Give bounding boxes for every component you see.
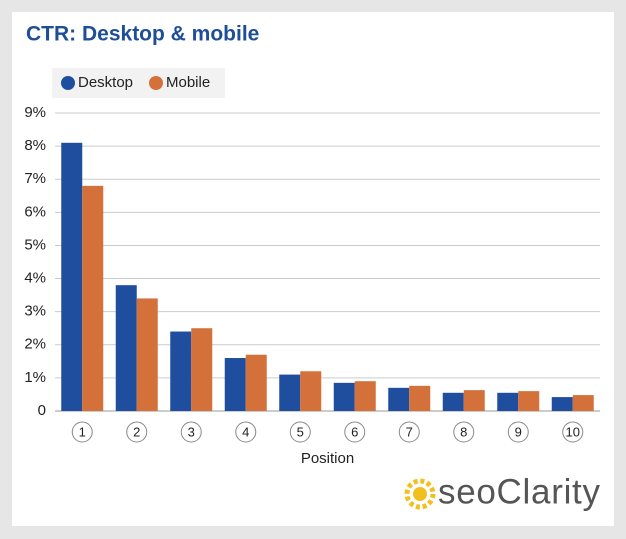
x-axis-label: Position (301, 450, 354, 467)
y-tick-label: 2% (24, 336, 46, 353)
y-tick-label: 7% (24, 170, 46, 187)
legend-box (52, 68, 225, 98)
x-tick-label: 9 (515, 424, 522, 439)
bar (245, 354, 267, 411)
bar (300, 371, 322, 411)
x-tick-circle (180, 421, 202, 443)
x-tick-circle (398, 421, 420, 443)
bar (518, 391, 540, 411)
legend-marker (149, 76, 163, 90)
x-tick-label: 1 (79, 424, 86, 439)
bar (82, 185, 104, 411)
x-tick-label: 10 (566, 424, 580, 439)
bar (463, 390, 485, 411)
bar (409, 385, 431, 411)
legend-label: Mobile (166, 74, 210, 91)
bar (388, 387, 410, 411)
legend-label: Desktop (78, 74, 133, 91)
y-tick-label: 9% (24, 104, 46, 121)
y-tick-label: 5% (24, 236, 46, 253)
y-tick-label: 0 (38, 402, 46, 419)
x-tick-circle (344, 421, 366, 443)
logo-icon (404, 478, 436, 510)
bar (191, 328, 213, 411)
x-tick-circle (235, 421, 257, 443)
x-tick-circle (562, 421, 584, 443)
bar (279, 374, 301, 411)
x-tick-circle (453, 421, 475, 443)
bar (170, 331, 192, 411)
x-tick-circle (126, 421, 148, 443)
x-tick-label: 3 (188, 424, 195, 439)
legend-marker (61, 76, 75, 90)
chart-title: CTR: Desktop & mobile (26, 23, 259, 46)
logo-sun (404, 478, 436, 510)
x-tick-label: 6 (351, 424, 358, 439)
x-tick-label: 8 (460, 424, 467, 439)
x-tick-circle (507, 421, 529, 443)
bar (136, 298, 158, 411)
x-tick-label: 7 (406, 424, 413, 439)
x-tick-label: 4 (242, 424, 249, 439)
bar (442, 392, 464, 411)
bar (61, 142, 83, 412)
logo-text: seoClarity (438, 472, 601, 511)
y-tick-label: 4% (24, 270, 46, 287)
y-tick-label: 1% (24, 369, 46, 386)
bar (115, 285, 137, 411)
bar (551, 397, 573, 411)
x-tick-circle (289, 421, 311, 443)
x-tick-label: 5 (297, 424, 304, 439)
bar (333, 382, 355, 411)
bar (497, 392, 519, 411)
y-tick-label: 3% (24, 303, 46, 320)
bar (572, 395, 594, 411)
bar (354, 381, 376, 411)
logo-core (413, 487, 427, 501)
y-tick-label: 6% (24, 203, 46, 220)
x-tick-circle (71, 421, 93, 443)
y-tick-label: 8% (24, 137, 46, 154)
x-tick-label: 2 (133, 424, 140, 439)
bar (224, 358, 246, 411)
